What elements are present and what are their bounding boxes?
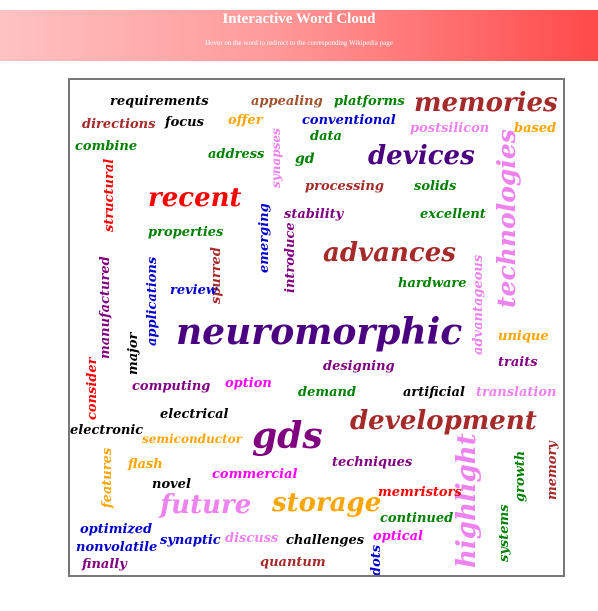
word-option[interactable]: option — [225, 376, 272, 391]
word-unique[interactable]: unique — [498, 329, 549, 344]
word-artificial[interactable]: artificial — [403, 385, 465, 400]
word-techniques[interactable]: techniques — [332, 455, 413, 470]
word-consider[interactable]: consider — [85, 357, 100, 420]
word-emerging[interactable]: emerging — [257, 203, 272, 273]
word-conventional[interactable]: conventional — [302, 113, 396, 128]
word-major[interactable]: major — [126, 332, 141, 375]
word-review[interactable]: review — [170, 283, 218, 298]
word-systems[interactable]: systems — [497, 504, 512, 562]
word-discuss[interactable]: discuss — [225, 531, 279, 546]
word-offer[interactable]: offer — [228, 113, 263, 128]
word-manufactured[interactable]: manufactured — [98, 256, 113, 359]
word-electrical[interactable]: electrical — [160, 407, 229, 422]
word-quantum[interactable]: quantum — [260, 555, 326, 570]
header-banner: Interactive Word Cloud Hover on the word… — [0, 10, 598, 61]
word-memristors[interactable]: memristors — [378, 485, 462, 500]
word-highlight[interactable]: highlight — [452, 433, 482, 568]
word-advantageous[interactable]: advantageous — [471, 254, 486, 355]
word-novel[interactable]: novel — [152, 477, 191, 492]
word-gds[interactable]: gds — [252, 415, 323, 457]
word-nonvolatile[interactable]: nonvolatile — [76, 540, 158, 555]
word-applications[interactable]: applications — [145, 256, 160, 346]
word-technologies[interactable]: technologies — [492, 129, 521, 308]
word-platforms[interactable]: platforms — [334, 94, 405, 109]
word-processing[interactable]: processing — [305, 179, 384, 194]
word-computing[interactable]: computing — [132, 379, 211, 394]
word-storage[interactable]: storage — [272, 488, 382, 518]
word-semiconductor[interactable]: semiconductor — [142, 432, 242, 446]
word-development[interactable]: development — [350, 406, 537, 436]
word-properties[interactable]: properties — [148, 225, 224, 240]
word-traits[interactable]: traits — [498, 355, 538, 370]
word-hardware[interactable]: hardware — [398, 276, 467, 291]
word-dots[interactable]: dots — [369, 544, 384, 576]
word-continued[interactable]: continued — [380, 511, 454, 526]
word-appealing[interactable]: appealing — [251, 94, 323, 109]
word-requirements[interactable]: requirements — [110, 94, 209, 109]
word-flash[interactable]: flash — [128, 457, 163, 472]
word-solids[interactable]: solids — [414, 179, 457, 194]
word-stability[interactable]: stability — [284, 207, 344, 222]
word-cloud: requirements appealing platforms memorie… — [68, 78, 565, 577]
word-synaptic[interactable]: synaptic — [160, 533, 221, 548]
word-excellent[interactable]: excellent — [420, 207, 486, 222]
word-features[interactable]: features — [100, 447, 115, 508]
word-commercial[interactable]: commercial — [212, 467, 298, 482]
word-advances[interactable]: advances — [323, 238, 456, 268]
word-growth[interactable]: growth — [513, 450, 528, 502]
word-introduce[interactable]: introduce — [283, 222, 298, 293]
word-designing[interactable]: designing — [323, 359, 395, 374]
word-combine[interactable]: combine — [75, 139, 138, 154]
page-subtitle: Hover on the word to redirect to the cor… — [205, 39, 393, 47]
word-optical[interactable]: optical — [373, 529, 423, 544]
word-electronic[interactable]: electronic — [70, 423, 144, 438]
word-neuromorphic[interactable]: neuromorphic — [176, 311, 463, 353]
word-recent[interactable]: recent — [148, 183, 242, 213]
word-based[interactable]: based — [514, 121, 557, 136]
word-future[interactable]: future — [160, 490, 252, 520]
word-synapses[interactable]: synapses — [269, 128, 283, 188]
word-directions[interactable]: directions — [82, 117, 156, 132]
word-memories[interactable]: memories — [414, 88, 558, 118]
word-memory[interactable]: memory — [545, 441, 560, 500]
word-challenges[interactable]: challenges — [286, 533, 365, 548]
word-demand[interactable]: demand — [298, 385, 357, 400]
word-structural[interactable]: structural — [102, 158, 117, 232]
word-gd[interactable]: gd — [295, 151, 315, 167]
word-focus[interactable]: focus — [165, 115, 204, 130]
word-postsilicon[interactable]: postsilicon — [410, 121, 490, 136]
word-data[interactable]: data — [310, 129, 342, 144]
word-translation[interactable]: translation — [476, 385, 557, 400]
word-address[interactable]: address — [208, 147, 265, 162]
page-title: Interactive Word Cloud — [222, 11, 376, 27]
word-finally[interactable]: finally — [82, 557, 127, 572]
word-optimized[interactable]: optimized — [80, 522, 153, 537]
word-devices[interactable]: devices — [368, 141, 475, 171]
